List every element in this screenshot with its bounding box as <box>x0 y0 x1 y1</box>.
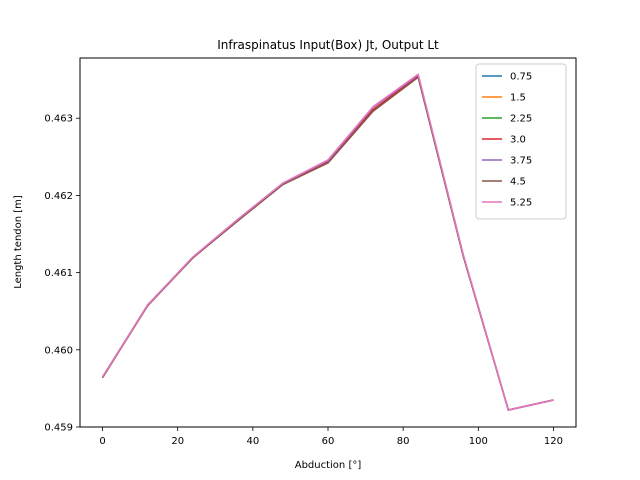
chart-title: Infraspinatus Input(Box) Jt, Output Lt <box>217 38 439 52</box>
x-axis: 0 20 40 60 80 100 120 <box>99 427 563 447</box>
y-tick-label: 0.459 <box>44 423 73 434</box>
x-axis-label: Abduction [°] <box>295 460 362 471</box>
legend: 0.75 1.5 2.25 3.0 3.75 4.5 5.25 <box>475 63 567 220</box>
legend-label: 2.25 <box>510 114 532 125</box>
y-tick-label: 0.461 <box>44 268 73 279</box>
x-tick-label: 120 <box>544 436 563 447</box>
y-tick-label: 0.462 <box>44 191 73 202</box>
y-tick-label: 0.460 <box>44 345 73 356</box>
legend-label: 0.75 <box>510 72 532 83</box>
y-tick-label: 0.463 <box>44 114 73 125</box>
x-tick-label: 80 <box>397 436 410 447</box>
y-axis: 0.459 0.460 0.461 0.462 0.463 <box>44 114 80 434</box>
series-layer <box>101 73 554 411</box>
legend-label: 1.5 <box>510 93 526 104</box>
legend-label: 5.25 <box>510 198 532 209</box>
legend-label: 3.0 <box>510 135 526 146</box>
x-tick-label: 100 <box>469 436 488 447</box>
y-axis-label: Length tendon [m] <box>13 195 24 289</box>
x-tick-label: 60 <box>322 436 335 447</box>
x-tick-label: 40 <box>246 436 259 447</box>
x-tick-label: 20 <box>171 436 184 447</box>
legend-label: 3.75 <box>510 156 532 167</box>
series-line-6 <box>101 73 554 411</box>
x-tick-label: 0 <box>99 436 105 447</box>
legend-label: 4.5 <box>510 177 526 188</box>
